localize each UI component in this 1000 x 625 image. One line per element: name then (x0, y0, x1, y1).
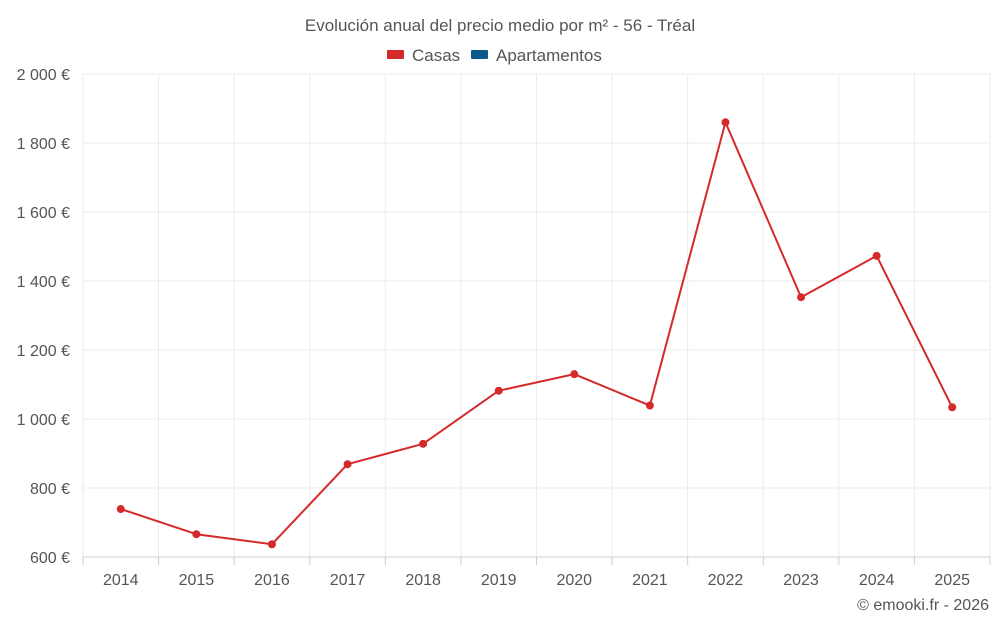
legend-swatch-casas (387, 50, 404, 59)
x-tick-label: 2018 (405, 572, 441, 589)
series-line-casas (120, 121, 954, 546)
data-point-casas[interactable] (116, 505, 125, 514)
data-point-casas[interactable] (419, 439, 428, 448)
x-tick-label: 2022 (708, 572, 744, 589)
x-tick-label: 2017 (330, 572, 366, 589)
legend-item-apartamentos[interactable]: Apartamentos (471, 46, 602, 65)
x-tick-label: 2015 (179, 572, 215, 589)
y-tick-label: 1 400 € (17, 274, 70, 291)
chart-title: Evolución anual del precio medio por m² … (305, 16, 695, 35)
x-tick-label: 2019 (481, 572, 517, 589)
data-point-casas[interactable] (570, 370, 579, 379)
x-tick-label: 2016 (254, 572, 290, 589)
y-tick-label: 600 € (30, 550, 70, 567)
x-axis-tick-labels: 2014 2015 2016 2017 2018 2019 2020 2021 2022 2023… (103, 572, 970, 589)
y-tick-label: 1 600 € (17, 205, 70, 222)
legend: Casas Apartamentos (387, 46, 602, 65)
y-tick-label: 1 200 € (17, 343, 70, 360)
x-tick-label: 2024 (859, 572, 895, 589)
x-tick-label: 2014 (103, 572, 139, 589)
y-tick-label: 800 € (30, 481, 70, 498)
data-point-casas[interactable] (948, 403, 957, 412)
y-tick-label: 1 000 € (17, 412, 70, 429)
data-point-casas[interactable] (494, 386, 503, 395)
x-tick-label: 2023 (783, 572, 819, 589)
axes (82, 556, 991, 565)
data-point-casas[interactable] (343, 460, 352, 469)
data-point-casas[interactable] (267, 540, 276, 549)
data-point-casas[interactable] (645, 401, 654, 410)
y-axis-tick-labels: 600 € 800 € 1 000 € 1 200 € 1 400 € 1 600 € 1 … (17, 67, 70, 567)
data-point-casas[interactable] (797, 293, 806, 302)
x-tick-label: 2021 (632, 572, 668, 589)
y-tick-label: 2 000 € (17, 67, 70, 84)
series-casas (116, 118, 957, 549)
credit-text: © emooki.fr - 2026 (857, 597, 989, 614)
legend-swatch-apartamentos (471, 50, 488, 59)
legend-label-apartamentos: Apartamentos (496, 46, 602, 65)
data-point-casas[interactable] (192, 530, 201, 539)
legend-label-casas: Casas (412, 46, 460, 65)
x-tick-label: 2025 (934, 572, 970, 589)
data-point-casas[interactable] (721, 118, 730, 127)
legend-item-casas[interactable]: Casas (387, 46, 460, 65)
data-point-casas[interactable] (872, 251, 881, 260)
gridlines (82, 73, 991, 557)
x-tick-label: 2020 (556, 572, 592, 589)
y-tick-label: 1 800 € (17, 136, 70, 153)
